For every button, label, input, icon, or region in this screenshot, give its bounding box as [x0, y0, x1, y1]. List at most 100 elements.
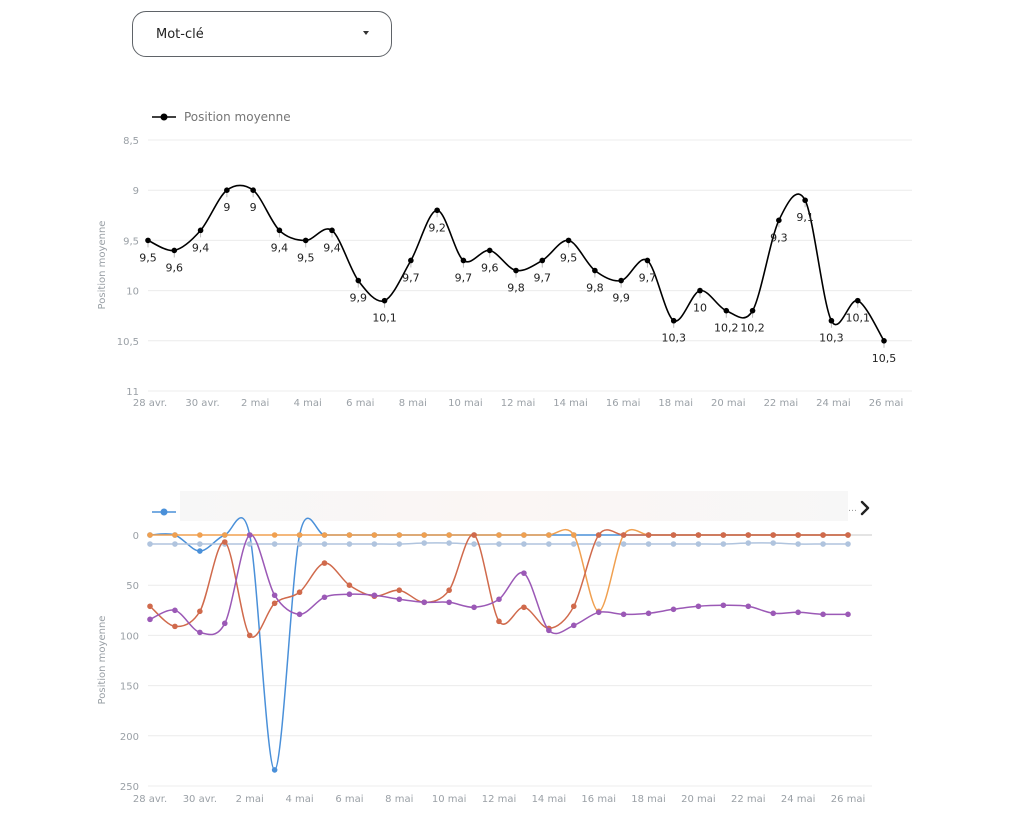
data-point [246, 532, 253, 538]
data-point [171, 247, 178, 254]
data-point [595, 532, 602, 538]
data-point [346, 541, 353, 547]
data-point [620, 532, 627, 538]
data-point [371, 593, 378, 600]
data-point [720, 532, 727, 538]
data-point [172, 532, 178, 538]
data-point [421, 599, 428, 606]
y-tick-label: 8,5 [123, 136, 139, 147]
data-point [371, 541, 378, 547]
data-point [496, 618, 502, 625]
data-point [296, 532, 303, 538]
y-tick-label: 250 [120, 782, 139, 793]
data-label: 9,9 [612, 292, 630, 305]
data-point [147, 603, 153, 610]
x-tick-label: 12 mai [501, 398, 536, 409]
data-point [845, 541, 851, 547]
data-point [720, 532, 727, 538]
data-label: 9,7 [639, 271, 657, 284]
x-tick-label: 22 mai [764, 398, 799, 409]
data-label: 10,2 [714, 322, 739, 335]
data-point [197, 532, 203, 538]
data-point [546, 532, 552, 538]
data-point [521, 570, 527, 576]
x-tick-label: 16 mai [581, 794, 616, 805]
data-label: 9,2 [428, 221, 446, 234]
data-label: 9,6 [166, 261, 184, 274]
data-point [618, 277, 624, 284]
x-tick-label: 26 mai [869, 398, 904, 409]
data-point [645, 610, 652, 617]
data-point [670, 317, 677, 324]
data-point [145, 237, 151, 244]
legend-next-icon[interactable] [858, 500, 872, 516]
data-point [296, 589, 303, 596]
data-label: 9,5 [139, 251, 157, 264]
data-point [446, 532, 452, 538]
data-point [221, 541, 228, 547]
data-point [620, 532, 627, 538]
data-label: 9,3 [770, 231, 788, 244]
y-tick-label: 11 [126, 387, 139, 398]
keyword-dropdown[interactable]: Mot-clé [132, 11, 392, 57]
series-line [150, 528, 848, 613]
data-label: 9,8 [586, 282, 604, 295]
x-tick-label: 20 mai [681, 794, 716, 805]
data-point [446, 587, 452, 594]
data-point [197, 608, 203, 615]
data-point [570, 603, 577, 610]
data-point [644, 257, 651, 264]
x-tick-label: 24 mai [781, 794, 816, 805]
y-tick-label: 9,5 [123, 236, 139, 247]
x-tick-label: 8 mai [399, 398, 427, 409]
data-label: 9,7 [455, 271, 473, 284]
x-tick-label: 22 mai [731, 794, 766, 805]
data-point [246, 532, 253, 538]
data-point [321, 532, 328, 538]
data-point [570, 532, 577, 538]
series-line [149, 517, 848, 771]
data-point [745, 532, 752, 538]
data-point [745, 603, 752, 610]
data-point [421, 532, 428, 538]
data-label: 9,9 [350, 292, 368, 305]
data-label: 9,8 [507, 282, 525, 295]
data-point [595, 608, 602, 615]
data-point [421, 599, 428, 606]
data-point [321, 560, 328, 566]
data-point [770, 532, 777, 538]
data-point [147, 532, 153, 538]
y-tick-label: 0 [133, 531, 139, 542]
x-tick-label: 18 mai [631, 794, 666, 805]
data-point [224, 187, 230, 193]
data-point [845, 532, 851, 538]
x-tick-label: 4 mai [294, 398, 322, 409]
legend-label: Position moyenne [184, 110, 291, 124]
data-point [221, 532, 228, 538]
data-point [770, 610, 777, 617]
data-point [670, 606, 677, 613]
data-point [854, 297, 861, 304]
data-point [471, 532, 477, 538]
data-label: 10,2 [740, 322, 765, 335]
data-point [371, 532, 378, 538]
x-tick-label: 2 mai [241, 398, 269, 409]
data-point [346, 532, 353, 538]
data-point [546, 532, 552, 538]
data-point [446, 532, 452, 538]
y-axis-title: Position moyenne [97, 221, 108, 310]
data-point [521, 604, 527, 611]
data-point [346, 532, 353, 538]
data-point [795, 609, 801, 616]
data-point [276, 227, 283, 234]
data-label: 9,4 [323, 241, 341, 254]
data-point [329, 227, 335, 234]
data-point [820, 611, 826, 618]
data-point [695, 532, 702, 538]
series-line [149, 534, 849, 636]
legend-overflow: … [848, 504, 857, 514]
y-tick-label: 200 [120, 732, 139, 743]
x-tick-label: 24 mai [816, 398, 851, 409]
x-tick-label: 10 mai [448, 398, 483, 409]
